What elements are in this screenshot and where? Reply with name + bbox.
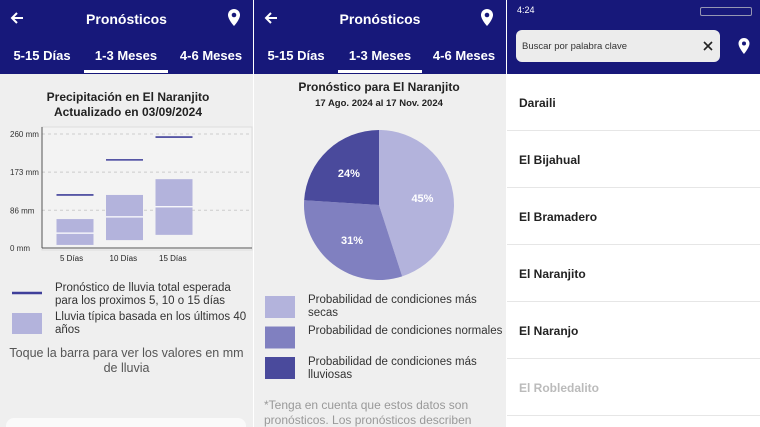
status-time: 4:24: [517, 5, 535, 15]
slice-label: 45%: [411, 193, 433, 205]
legend-swatch: [265, 296, 295, 318]
list-item[interactable]: El Naranjo: [507, 302, 760, 359]
legend-text: Probabilidad de condiciones normales: [308, 325, 503, 337]
tab-indicator: [338, 70, 422, 73]
legend-swatch: [265, 326, 295, 349]
title: Pronósticos: [86, 11, 167, 27]
slice-label: 31%: [341, 235, 363, 247]
legend-text: Probabilidad de condiciones más secas: [308, 294, 477, 319]
location-button[interactable]: [226, 8, 242, 28]
typical-range: [56, 219, 94, 245]
location-button[interactable]: [737, 37, 751, 55]
back-button[interactable]: [9, 10, 25, 26]
legend-text: Pronóstico de lluvia total esperada para…: [55, 282, 231, 307]
place-name: El Naranjo: [519, 324, 579, 338]
legend-swatch: [265, 357, 295, 379]
location-button[interactable]: [479, 8, 495, 28]
list-item[interactable]: Daraili: [507, 74, 760, 131]
legend-line: [12, 291, 42, 295]
slice-label: 24%: [338, 168, 360, 180]
search-placeholder: Buscar por palabra clave: [522, 41, 628, 52]
y-tick-label: 86 mm: [10, 206, 35, 215]
clear-button[interactable]: [703, 41, 713, 51]
back-button[interactable]: [263, 10, 279, 26]
pie-slice: [304, 130, 379, 205]
y-tick-label: 260 mm: [10, 130, 39, 139]
typical-range: [106, 194, 143, 241]
chart-title: Precipitación en El Naranjito: [47, 90, 210, 104]
chart-subtitle: Actualizado en 03/09/2024: [54, 105, 202, 119]
chart-title: Pronóstico para El Naranjito: [298, 80, 459, 94]
chart-subtitle: 17 Ago. 2024 al 17 Nov. 2024: [315, 98, 444, 109]
chart: Precipitación en El Naranjito Actualizad…: [10, 90, 253, 263]
legend-text: Probabilidad de condiciones más lluviosa…: [308, 356, 477, 381]
legend-text: Lluvia típica basada en los últimos 40 a…: [55, 311, 247, 336]
y-tick-label: 173 mm: [10, 168, 39, 177]
y-tick-label: 0 mm: [10, 244, 30, 253]
search-box[interactable]: Buscar por palabra clave: [516, 30, 720, 62]
list-item[interactable]: El Naranjito: [507, 245, 760, 302]
place-name: El Robledalito: [519, 381, 600, 395]
list-item[interactable]: El Bramadero: [507, 188, 760, 245]
pie-slice: [379, 130, 454, 277]
list-item[interactable]: El Robledalito: [507, 359, 760, 416]
tab-indicator: [84, 70, 168, 73]
status-icons: [700, 7, 752, 16]
x-tick-label: 5 Días: [60, 254, 83, 263]
app-bar: Pronósticos 5-15 Días 1-3 Meses 4-6 Mese…: [254, 0, 506, 74]
x-tick-label: 10 Días: [110, 254, 138, 263]
title: Pronósticos: [339, 11, 421, 27]
place-name: Daraili: [519, 96, 556, 110]
x-tick-label: 15 Días: [159, 254, 187, 263]
legend-swatch: [12, 313, 42, 334]
place-name: El Bijahual: [519, 153, 581, 167]
tab[interactable]: 1-3 Meses: [94, 48, 158, 63]
screen-seasonal: Pronósticos 5-15 Días 1-3 Meses 4-6 Mese…: [254, 0, 506, 427]
screen-search: 4:24 Buscar por palabra clave Daraili El …: [507, 0, 760, 427]
list-item[interactable]: El Bijahual: [507, 131, 760, 188]
tab[interactable]: 5-15 Días: [267, 48, 325, 63]
card: [6, 418, 246, 427]
chart: Pronóstico para El Naranjito 17 Ago. 202…: [265, 80, 460, 379]
tab[interactable]: 5-15 Días: [13, 48, 71, 63]
app-bar: Pronósticos 5-15 Días 1-3 Meses 4-6 Mese…: [0, 0, 253, 74]
tab[interactable]: 4-6 Meses: [432, 48, 496, 63]
place-name: El Naranjito: [519, 267, 586, 281]
tab[interactable]: 1-3 Meses: [348, 48, 412, 63]
footnote: *Tenga en cuenta que estos datos son pro…: [264, 398, 472, 427]
screen-rain: Pronósticos 5-15 Días 1-3 Meses 4-6 Mese…: [0, 0, 253, 427]
place-name: El Bramadero: [519, 210, 598, 224]
tab[interactable]: 4-6 Meses: [179, 48, 243, 63]
pie-slice: [304, 200, 403, 280]
hint: Toque la barra para ver los valores en m…: [9, 346, 244, 375]
app-bar: 4:24 Buscar por palabra clave: [507, 0, 760, 74]
